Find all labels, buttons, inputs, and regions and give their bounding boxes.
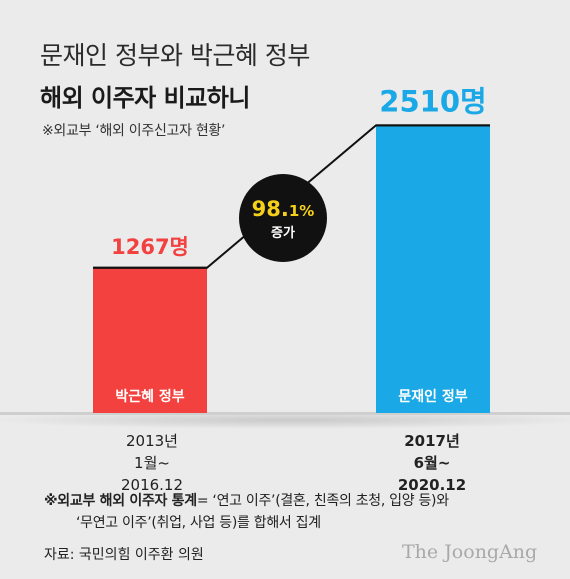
footnote: ※외교부 해외 이주자 통계= ‘연고 이주’(결혼, 친족의 초청, 입양 등…: [44, 490, 449, 534]
value-label-0: 1267명: [111, 235, 189, 259]
chart-title-line2: 해외 이주자 비교하니: [40, 84, 250, 112]
brand-logo: The JoongAng: [402, 541, 538, 563]
chart-title-line1: 문재인 정부와 박근혜 정부: [40, 41, 310, 70]
period-label-moon: 2017년 6월~ 2020.12: [397, 432, 467, 494]
footnote-text2: ‘무연고 이주’(취업, 사업 등)를 합해서 집계: [76, 515, 321, 531]
chart-floor-shadow: [0, 411, 570, 429]
footnote-lead: ※외교부 해외 이주자 통계: [44, 493, 197, 509]
period-label-park: 2013년 1월~ 2016.12: [120, 432, 184, 494]
source-note: ※외교부 ‘해외 이주신고자 현황’: [42, 123, 226, 139]
increase-badge: [239, 174, 327, 262]
bar-1: [376, 125, 490, 414]
footnote-text1: = ‘연고 이주’(결혼, 친족의 초청, 입양 등)와: [196, 493, 449, 509]
data-source: 자료: 국민의힘 이주환 의원: [44, 547, 204, 563]
increase-value: 98.1%: [252, 197, 315, 221]
category-label-0: 박근혜 정부: [115, 388, 184, 405]
increase-label: 증가: [271, 226, 295, 241]
chart-baseline: [0, 412, 570, 415]
category-label-1: 문재인 정부: [398, 388, 467, 405]
value-label-1: 2510명: [379, 84, 486, 118]
bar-0: [93, 267, 207, 413]
